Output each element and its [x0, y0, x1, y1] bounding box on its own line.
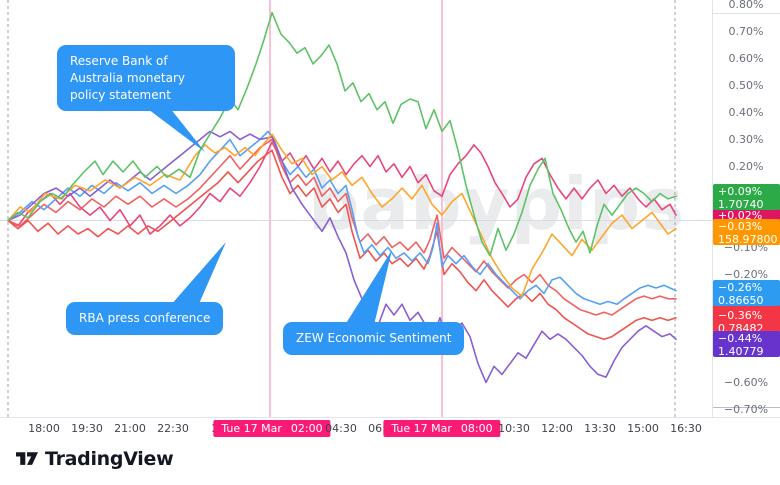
price-change: −0.26%: [718, 281, 763, 294]
annotation-rba-statement[interactable]: Reserve Bank of Australia monetary polic…: [57, 45, 235, 112]
series-line-USDCHF[interactable]: [7, 149, 677, 341]
series-line-USDEUR[interactable]: [7, 130, 677, 306]
time-label: 15:00: [627, 422, 659, 435]
callout-tail-rba-press: [170, 242, 226, 306]
price-scale-label: −0.20%: [723, 268, 769, 281]
price-value-box-USDNZD[interactable]: +0.09% 1.70740: [713, 184, 780, 211]
series-line-USDAUD[interactable]: [7, 130, 677, 384]
series-line-USDJPY[interactable]: [7, 133, 677, 297]
price-change: −0.36%: [718, 309, 763, 322]
price-value-box-USDJPY[interactable]: −0.03% 158.97800: [713, 219, 780, 246]
price-scale-label: −0.60%: [723, 376, 769, 389]
price-value: 1.40779: [718, 345, 764, 358]
time-label: 16:30: [670, 422, 702, 435]
tradingview-logo[interactable]: TradingView: [15, 448, 174, 470]
price-value-box-USDAUD[interactable]: −0.44% 1.40779: [713, 331, 780, 358]
tradingview-logo-icon: [16, 452, 38, 465]
time-label-highlighted: Tue 17 Mar 08:00: [383, 420, 501, 437]
price-change: +0.02%: [718, 209, 763, 222]
series-line-USDGBP[interactable]: [7, 138, 677, 316]
price-scale-label: 0.60%: [728, 52, 764, 65]
price-value: 158.97800: [718, 233, 778, 246]
price-scale-label: 0.70%: [728, 25, 764, 38]
price-scale-label: 0.50%: [728, 79, 764, 92]
annotation-zew-economic-sentiment[interactable]: ZEW Economic Sentiment: [283, 322, 465, 355]
price-scale-label: 0.30%: [728, 133, 764, 146]
price-scale-label: 0.20%: [728, 160, 764, 173]
price-scale-label: 0.40%: [728, 106, 764, 119]
price-value: 1.70740: [718, 198, 764, 211]
price-scale-border: [712, 0, 713, 437]
series-lines: [7, 11, 677, 384]
price-change: +0.09%: [718, 185, 763, 198]
price-scale-label: 0.80%: [728, 0, 764, 11]
time-label: 13:30: [584, 422, 616, 435]
brand-name: TradingView: [45, 448, 174, 470]
price-scale-label: −0.70%: [723, 403, 769, 416]
price-value-box-USDEUR[interactable]: −0.26% 0.86650: [713, 280, 780, 307]
time-label: 21:00: [114, 422, 146, 435]
chart-pane[interactable]: babypips Reserve Bank of Australia monet…: [0, 0, 780, 437]
time-label: 04:30: [325, 422, 357, 435]
time-label-highlighted: Tue 17 Mar 02:00: [213, 420, 331, 437]
annotation-rba-press-conference[interactable]: RBA press conference: [66, 302, 224, 335]
time-label: 18:00: [28, 422, 60, 435]
babypips-watermark: babypips: [308, 162, 686, 246]
callout-tail-zew: [345, 250, 392, 325]
time-label: 12:00: [541, 422, 573, 435]
price-change: −0.44%: [718, 332, 763, 345]
time-label: 22:30: [157, 422, 189, 435]
time-label: 19:30: [71, 422, 103, 435]
series-line-USDCAD[interactable]: [7, 141, 677, 235]
price-change: −0.03%: [718, 220, 763, 233]
time-label: 10:30: [498, 422, 530, 435]
price-value: 0.86650: [718, 294, 764, 307]
footer: TradingView: [0, 437, 780, 485]
series-line-USDNZD[interactable]: [7, 11, 677, 257]
